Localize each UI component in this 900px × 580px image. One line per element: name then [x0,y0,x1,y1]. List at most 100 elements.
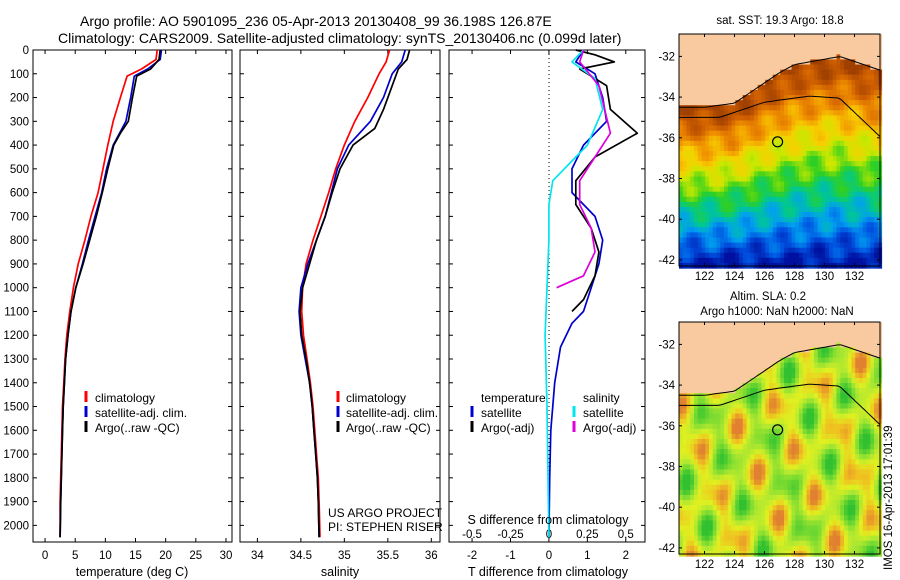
map-cell [742,69,748,76]
series-line-satellite-adj-clim [298,49,407,538]
map-cell [772,49,778,55]
map-cell [754,257,759,264]
map-cell [810,176,815,183]
map-cell [735,464,740,471]
map-cell [829,181,834,188]
map-cell [701,39,706,45]
map-cell [802,439,808,445]
map-cell [866,79,871,86]
map-cell [817,247,823,254]
map-cell [806,372,811,379]
map-cell [712,500,718,506]
map-cell [780,383,785,389]
map-cell [776,161,781,167]
map-cell [731,494,736,501]
map-cell [866,212,871,218]
map-cell [735,196,740,203]
map-cell [746,151,751,157]
map-cell [787,428,793,435]
map-cell [739,322,744,328]
map-cell [784,120,789,127]
map-cell [694,181,699,188]
map-cell [836,332,841,338]
map-cell [874,423,879,430]
map-cell [806,525,811,532]
map-cell [701,34,706,40]
map-cell [694,176,699,183]
map-cell [731,439,736,445]
map-cell [682,217,688,223]
map-cell [757,84,763,91]
map-cell [746,494,751,501]
map-cell [754,39,759,45]
map-cell [862,110,868,117]
map-cell [851,444,856,450]
map-cell [724,418,729,425]
map-cell [817,181,823,188]
map-cell [750,237,755,244]
map-cell [720,322,725,328]
map-cell [802,39,808,45]
map-cell [829,515,834,522]
map-cell [742,181,748,188]
map-cell [739,444,744,450]
map-cell [690,110,695,117]
map-cell [855,247,860,254]
map-cell [799,217,804,223]
map-cell [817,110,823,117]
map-cell [682,388,688,394]
map-cell [851,408,856,415]
map-cell [829,362,834,369]
map-cell [735,347,740,354]
map-cell [754,342,759,349]
map-cell [776,337,781,343]
map-cell [836,337,841,343]
map-cell [727,357,733,364]
map-cell [757,140,763,147]
map-cell [769,54,774,61]
map-cell [697,100,703,106]
map-cell [855,206,860,213]
map-cell [694,515,699,522]
map-cell [851,110,856,117]
map-cell [795,332,800,338]
map-cell [757,151,763,157]
map-cell [814,74,819,81]
map-cell [739,433,744,440]
map-cell [784,105,789,111]
map-cell [746,332,751,338]
map-cell [750,140,755,147]
map-cell [720,120,725,127]
map-cell [862,489,868,496]
map-cell [802,191,808,198]
map-cell [712,247,718,254]
map-cell [754,525,759,532]
map-cell [806,252,811,259]
map-cell [847,115,853,122]
depth-tick-label: 800 [10,235,29,247]
map-cell [701,510,706,516]
map-cell [769,110,774,117]
map-cell [851,217,856,223]
map-cell [840,44,845,50]
map-cell [806,191,811,198]
legend-label-argo: Argo(..raw -QC) [95,421,180,435]
map-cell [701,342,706,349]
map-cell [716,489,721,496]
map-cell [825,439,830,445]
map-cell [724,449,729,455]
map-cell [712,494,718,501]
map-cell [855,408,860,415]
map-cell [799,227,804,234]
map-cell [697,383,703,389]
map-cell [757,403,763,410]
map-cell [866,227,871,234]
map-cell [750,327,755,333]
map-cell [746,95,751,101]
map-cell [701,105,706,111]
map-cell [679,69,684,76]
map-cell [686,342,691,349]
map-cell [821,494,826,501]
map-cell [761,120,766,127]
map-cell [742,212,748,218]
